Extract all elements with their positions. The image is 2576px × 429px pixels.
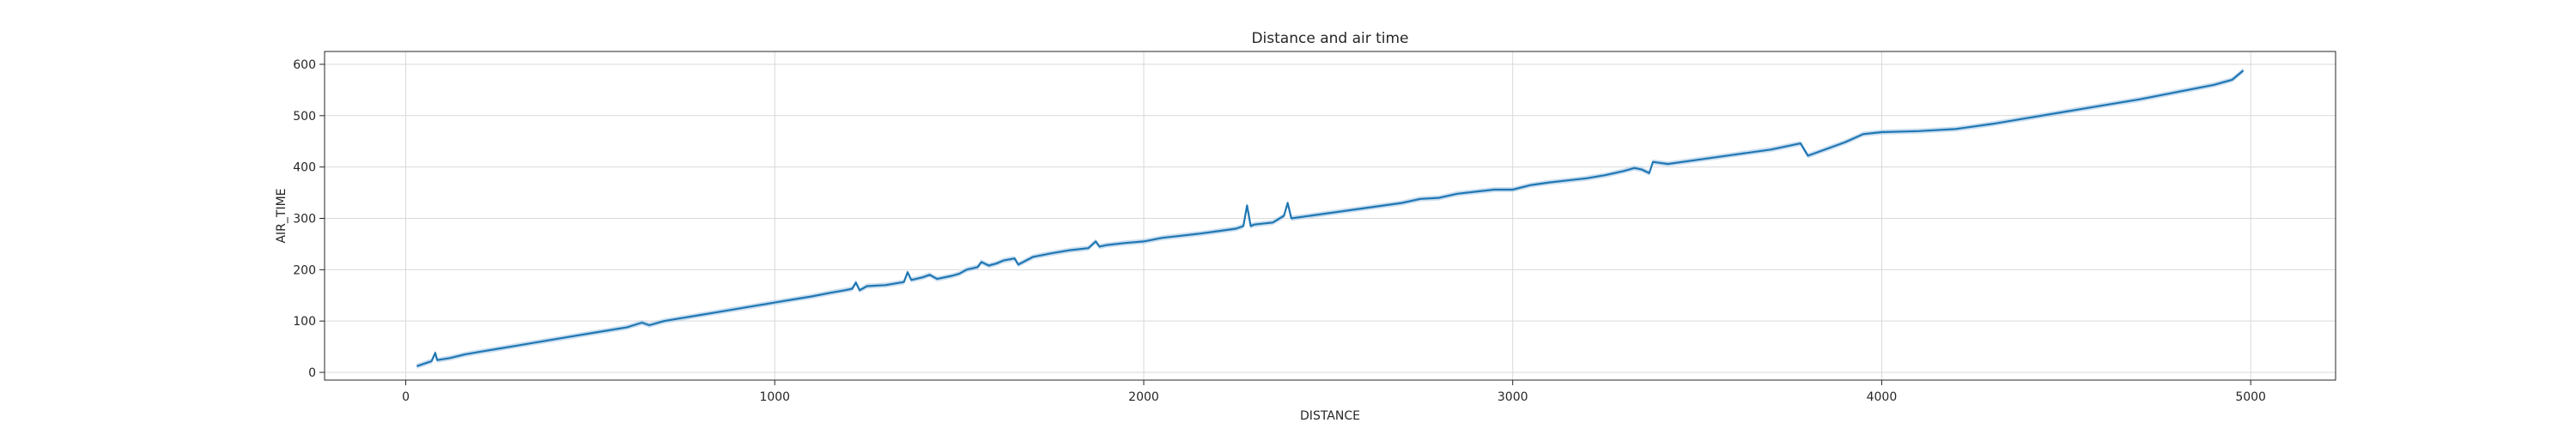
y-tick-label: 200 bbox=[293, 263, 316, 277]
x-tick-label: 1000 bbox=[759, 390, 790, 404]
y-tick-label: 600 bbox=[293, 58, 316, 72]
series-line bbox=[416, 69, 2245, 367]
y-tick-label: 300 bbox=[293, 212, 316, 226]
y-tick-label: 500 bbox=[293, 110, 316, 124]
x-tick-label: 4000 bbox=[1867, 390, 1898, 404]
x-tick-label: 3000 bbox=[1498, 390, 1528, 404]
axis-ticks: 0 1000 2000 3000 4000 5000 0 100 200 300 400 500 600 bbox=[293, 58, 2266, 404]
x-axis-label: DISTANCE bbox=[1300, 409, 1360, 423]
y-axis-label: AIR_TIME bbox=[275, 188, 289, 243]
x-tick-label: 2000 bbox=[1128, 390, 1159, 404]
chart-title: Distance and air time bbox=[1251, 30, 1408, 47]
x-tick-label: 5000 bbox=[2235, 390, 2266, 404]
y-tick-label: 100 bbox=[293, 315, 316, 329]
y-tick-label: 0 bbox=[308, 366, 316, 380]
x-tick-label: 0 bbox=[402, 390, 410, 404]
y-tick-label: 400 bbox=[293, 161, 316, 175]
plot-frame bbox=[324, 51, 2336, 381]
grid bbox=[325, 51, 2336, 380]
